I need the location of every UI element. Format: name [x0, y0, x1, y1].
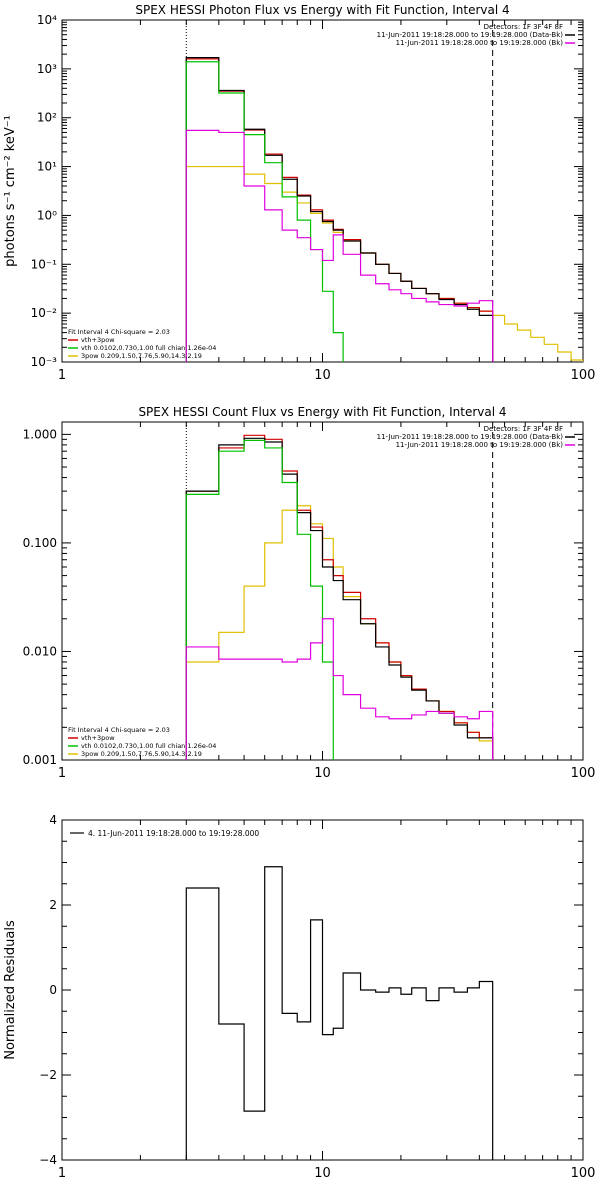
y-tick-label: −4	[39, 1153, 57, 1167]
chart-title: SPEX HESSI Photon Flux vs Energy with Fi…	[135, 3, 509, 17]
y-tick-label: 10⁰	[37, 208, 57, 222]
panel-2: SPEX HESSI Count Flux vs Energy with Fit…	[23, 405, 596, 781]
y-tick-label: 10⁻²	[31, 306, 58, 320]
y-tick-label: 2	[49, 898, 57, 912]
y-axis-label: photons s⁻¹ cm⁻² keV⁻¹	[3, 115, 18, 267]
y-tick-label: 0.001	[23, 753, 57, 767]
x-tick-label: 100	[571, 766, 596, 781]
y-tick-label: 0.010	[23, 644, 57, 658]
panel-1: SPEX HESSI Photon Flux vs Energy with Fi…	[3, 3, 595, 383]
legend-entry: Fit Interval 4 Chi-square = 2.03	[68, 328, 170, 336]
series-line-2	[185, 58, 494, 362]
y-tick-label: 0.100	[23, 536, 57, 550]
legend-entry: 11-Jun-2011 19:18:28.000 to 19:19:28.000…	[377, 31, 564, 39]
legend-entry: 11-Jun-2011 19:18:28.000 to 19:19:28.000…	[377, 433, 564, 441]
x-tick-label: 1	[58, 1166, 66, 1181]
x-tick-label: 100	[571, 1166, 596, 1181]
x-tick-label: 10	[314, 766, 331, 781]
series-line-4	[185, 439, 344, 760]
y-tick-label: 10³	[37, 62, 57, 76]
y-axis-label: Normalized Residuals	[3, 920, 18, 1060]
series-line-5	[185, 618, 494, 760]
series-line-4	[185, 61, 362, 362]
x-tick-label: 1	[58, 368, 66, 383]
series-line-1	[185, 505, 506, 760]
y-tick-label: 10⁻³	[31, 355, 58, 369]
legend-entry: vth+3pow	[81, 734, 115, 742]
y-tick-label: 1.000	[23, 427, 57, 441]
y-tick-label: 0	[49, 983, 57, 997]
series-line-3	[185, 57, 494, 362]
x-tick-label: 10	[314, 1166, 331, 1181]
series-line-5	[185, 129, 494, 362]
legend-entry: 3pow 0.209,1.50,7.76,5.90,14.3,2.19	[81, 750, 202, 758]
legend-entry: Detectors: 1F 3F 4F 8F	[484, 23, 563, 31]
legend-entry: vth 0.0102,0.730,1.00 full chian 1.26e-0…	[81, 344, 216, 352]
legend-entry: Fit Interval 4 Chi-square = 2.03	[68, 726, 170, 734]
legend-entry: vth 0.0102,0.730,1.00 full chian 1.26e-0…	[81, 742, 216, 750]
x-tick-label: 100	[571, 368, 596, 383]
legend-entry: Detectors: 1F 3F 4F 8F	[484, 425, 563, 433]
plot-frame	[61, 19, 584, 363]
legend-entry: 11-Jun-2011 19:18:28.000 to 19:19:28.000…	[396, 39, 564, 47]
legend-entry: vth+3pow	[81, 336, 115, 344]
series-line-2	[185, 434, 494, 760]
y-tick-label: 10²	[37, 111, 57, 125]
y-tick-label: −2	[39, 1068, 57, 1082]
y-tick-label: 10⁻¹	[31, 257, 58, 271]
legend-entry: 4. 11-Jun-2011 19:18:28.000 to 19:19:28.…	[88, 829, 259, 838]
panel-3: Normalized Residuals 1 10 100 −4 −2 0 2 4 4. 11-J…	[3, 813, 595, 1181]
legend-entry: 11-Jun-2011 19:18:28.000 to 19:19:28.000…	[396, 441, 564, 449]
legend-entry: 3pow 0.209,1.50,7.76,5.90,14.3,2.19	[81, 352, 202, 360]
x-tick-label: 10	[314, 368, 331, 383]
x-tick-label: 1	[58, 766, 66, 781]
y-tick-label: 10¹	[37, 160, 57, 174]
series-line-1	[185, 866, 494, 1160]
y-tick-label: 10⁴	[37, 13, 57, 27]
chart-title: SPEX HESSI Count Flux vs Energy with Fit…	[138, 405, 506, 419]
y-tick-label: 4	[49, 813, 57, 827]
